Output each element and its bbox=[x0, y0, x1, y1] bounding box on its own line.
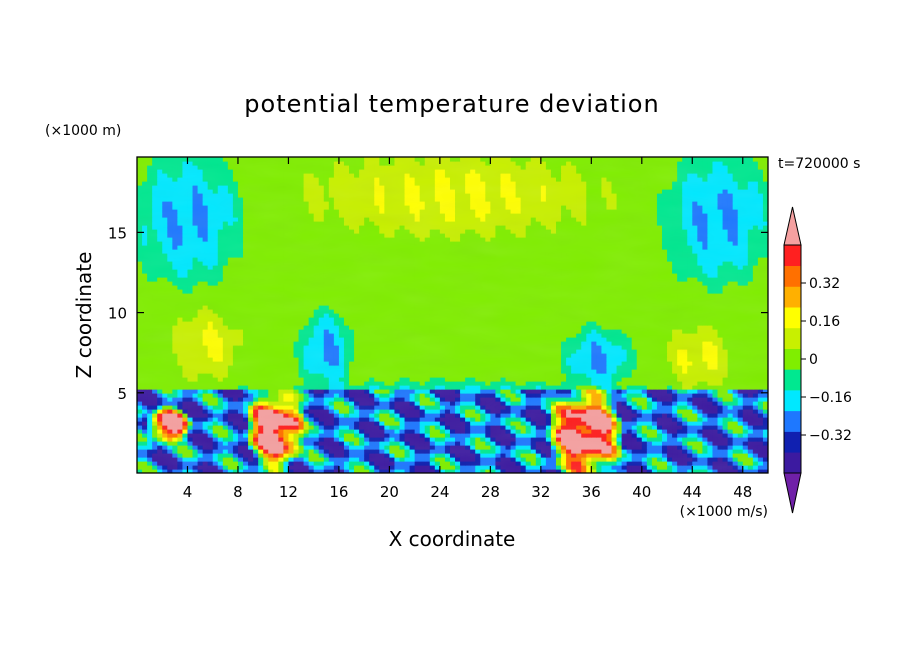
chart-title: potential temperature deviation bbox=[244, 90, 659, 118]
time-label: t=720000 s bbox=[778, 156, 860, 172]
contour-field bbox=[137, 157, 768, 473]
y-axis-unit: (×1000 m) bbox=[45, 123, 121, 139]
